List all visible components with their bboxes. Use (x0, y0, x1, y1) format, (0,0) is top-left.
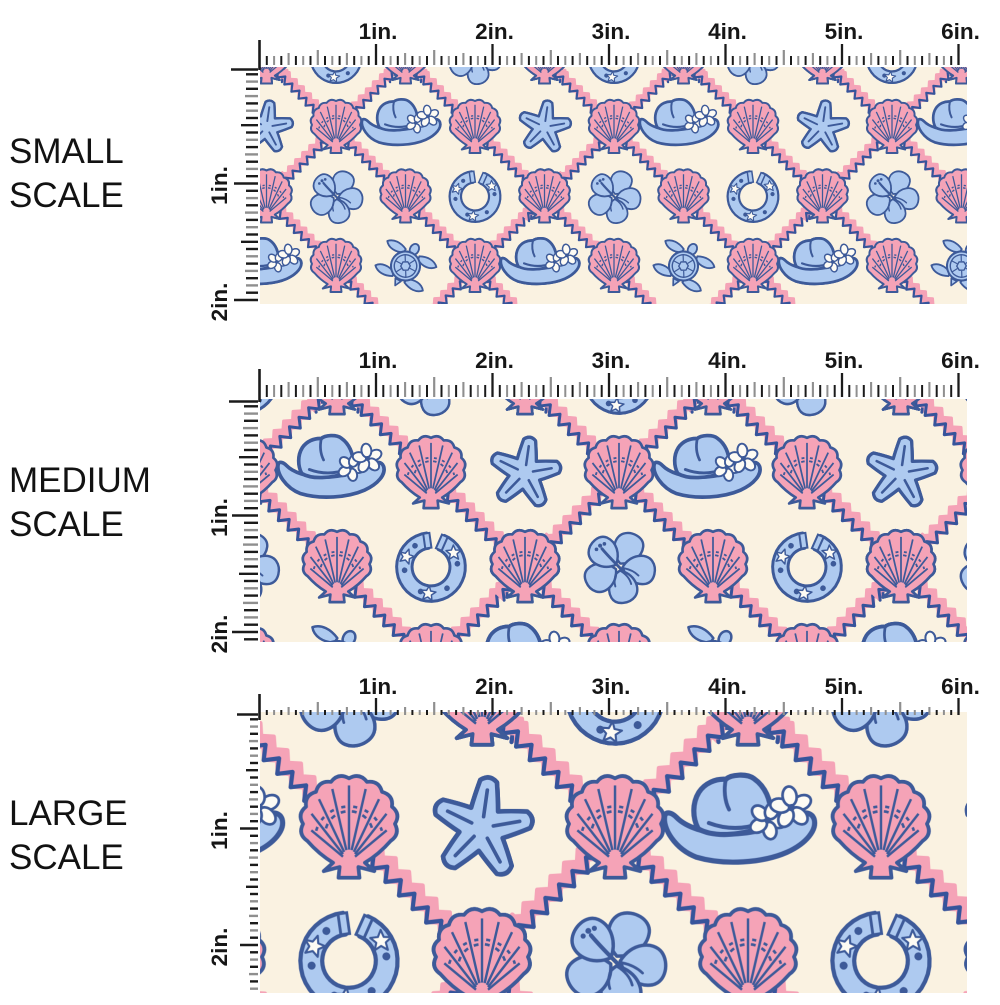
svg-text:5in.: 5in. (825, 348, 864, 373)
svg-text:2in.: 2in. (475, 19, 514, 44)
svg-text:MEDIUM: MEDIUM (9, 461, 151, 500)
svg-text:1in.: 1in. (359, 674, 398, 699)
svg-text:6in.: 6in. (941, 348, 980, 373)
svg-text:SCALE: SCALE (9, 838, 124, 877)
svg-text:5in.: 5in. (825, 674, 864, 699)
svg-text:SCALE: SCALE (9, 176, 124, 215)
svg-text:LARGE: LARGE (9, 794, 128, 833)
svg-text:6in.: 6in. (941, 674, 980, 699)
svg-text:2in.: 2in. (207, 283, 232, 322)
svg-text:1in.: 1in. (207, 166, 232, 205)
svg-text:4in.: 4in. (708, 19, 747, 44)
svg-text:3in.: 3in. (592, 674, 631, 699)
svg-text:2in.: 2in. (207, 928, 232, 967)
svg-text:1in.: 1in. (207, 498, 232, 537)
svg-text:5in.: 5in. (825, 19, 864, 44)
svg-text:SMALL: SMALL (9, 132, 124, 171)
svg-text:2in.: 2in. (475, 674, 514, 699)
svg-text:3in.: 3in. (592, 19, 631, 44)
svg-text:1in.: 1in. (207, 811, 232, 850)
svg-text:SCALE: SCALE (9, 505, 124, 544)
svg-text:2in.: 2in. (207, 615, 232, 654)
svg-text:4in.: 4in. (708, 674, 747, 699)
svg-text:1in.: 1in. (359, 348, 398, 373)
svg-text:1in.: 1in. (359, 19, 398, 44)
svg-text:3in.: 3in. (592, 348, 631, 373)
svg-text:4in.: 4in. (708, 348, 747, 373)
svg-text:6in.: 6in. (941, 19, 980, 44)
svg-text:2in.: 2in. (475, 348, 514, 373)
